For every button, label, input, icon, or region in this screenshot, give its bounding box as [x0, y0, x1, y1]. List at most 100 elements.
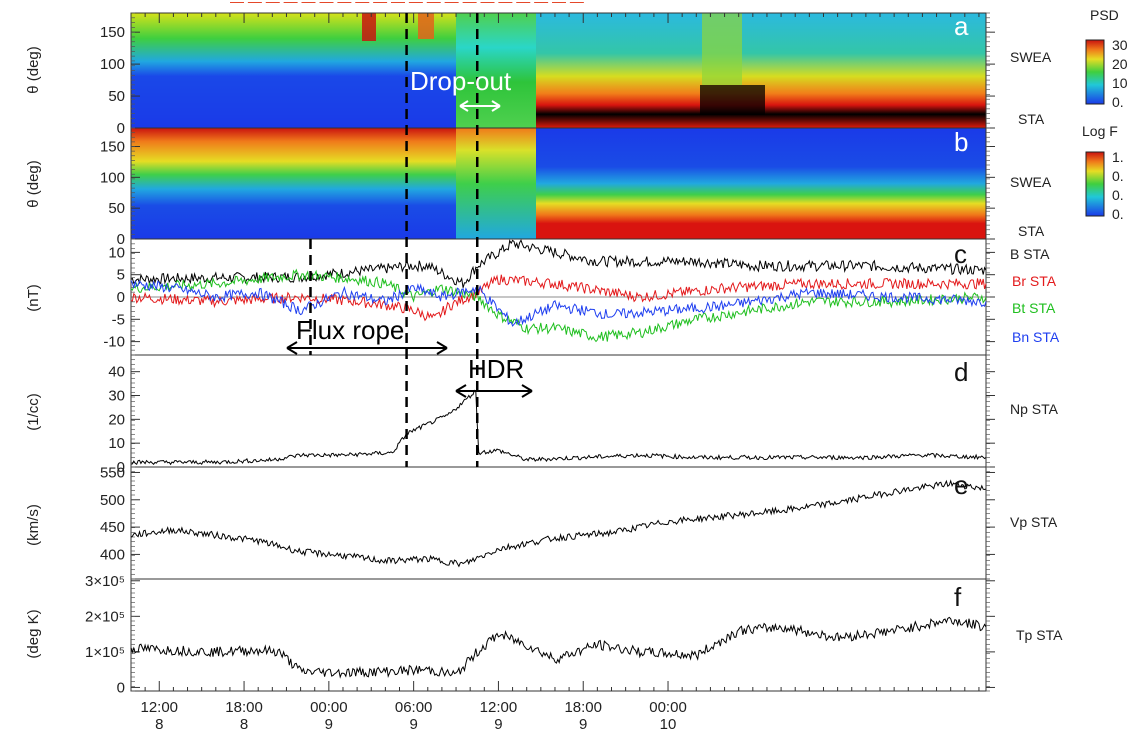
xtick-label-day: 9	[325, 716, 333, 733]
panel-b-region-1	[131, 128, 456, 239]
ytick-label: 10	[108, 244, 125, 261]
xtick-label-time: 00:00	[310, 699, 348, 716]
ytick-label: 550	[100, 464, 125, 481]
xtick-label-time: 00:00	[649, 699, 687, 716]
xtick-label-day: 10	[660, 716, 677, 733]
panel-frame-4	[130, 466, 987, 580]
panel-b-region-3	[536, 128, 986, 239]
panel-letter-b: b	[954, 127, 968, 157]
colorbar-b-title: Log F	[1082, 123, 1118, 139]
series-layer	[130, 239, 987, 679]
series-vp-sta	[130, 479, 987, 568]
ytick-label: 10	[108, 435, 125, 452]
ytick-label: 5	[117, 267, 125, 284]
ytick-label: 450	[100, 519, 125, 536]
axes: 050100150050100150-10-505100102030404004…	[85, 12, 995, 733]
side-label-a-sta: STA	[1018, 111, 1045, 127]
xtick-label-day: 9	[494, 716, 502, 733]
title-fragment: — — — — — — — — — — — — — — — — — — — —	[230, 0, 584, 9]
colorbar-a-title: PSD	[1090, 7, 1119, 23]
ytick-label: 100	[100, 56, 125, 73]
panel-letter-a: a	[954, 11, 969, 41]
ytick-label: 0	[117, 679, 125, 696]
ylabel-e: (km/s)	[25, 504, 42, 546]
series-bt-sta	[130, 268, 987, 343]
ytick-label: 400	[100, 546, 125, 563]
legend-br: Br STA	[1012, 273, 1057, 289]
panel-a-region-1	[131, 13, 456, 128]
panel-a-hotspot-1	[362, 13, 376, 41]
panel-a-hotspot-3	[702, 13, 742, 85]
ytick-label: 100	[100, 169, 125, 186]
event-lines	[309, 13, 479, 467]
ylabel-d: (1/cc)	[25, 393, 42, 431]
panel-letter-c: c	[954, 239, 967, 269]
legend-bn: Bn STA	[1012, 329, 1060, 345]
colorbar-a-tick-1: 20	[1112, 56, 1128, 72]
annotation-dropout: Drop-out	[410, 66, 512, 96]
ytick-label: 30	[108, 388, 125, 405]
hdr-arrow	[455, 384, 533, 398]
legend-b: B STA	[1010, 246, 1050, 262]
panel-frame-3	[130, 354, 987, 468]
panel-a-hotspot-4	[700, 85, 765, 115]
series-b-sta	[130, 239, 987, 288]
xtick-label-day: 8	[240, 716, 248, 733]
ytick-label: 500	[100, 492, 125, 509]
panel-b-region-2	[456, 128, 536, 239]
legend-tp: Tp STA	[1016, 627, 1063, 643]
flux-rope-arrow	[286, 341, 448, 355]
panel-a-hotspot-2	[418, 13, 434, 39]
panel-frame-5	[130, 578, 987, 692]
colorbar-a-tick-3: 0.	[1112, 94, 1124, 110]
panel-b	[131, 128, 986, 239]
ylabel-b: θ (deg)	[25, 160, 42, 208]
ytick-label: 2×10⁵	[85, 608, 125, 625]
ytick-label: 150	[100, 139, 125, 156]
ylabel-f: (deg K)	[25, 609, 42, 658]
ytick-label: 40	[108, 364, 125, 381]
colorbar-a-tick-0: 30	[1112, 37, 1128, 53]
panel-letter-f: f	[954, 582, 962, 612]
ytick-label: 50	[108, 200, 125, 217]
dropout-arrow	[459, 100, 501, 112]
side-label-b-swea: SWEA	[1010, 174, 1052, 190]
xtick-label-time: 12:00	[140, 699, 178, 716]
annotation-flux-rope: Flux rope	[296, 315, 404, 345]
ytick-label: 20	[108, 411, 125, 428]
xtick-label-day: 9	[409, 716, 417, 733]
ytick-label: 3×10⁵	[85, 573, 125, 590]
colorbar-a-tick-2: 10	[1112, 75, 1128, 91]
legend-np: Np STA	[1010, 401, 1059, 417]
ytick-label: 0	[117, 459, 125, 476]
ytick-label: 150	[100, 24, 125, 41]
xtick-label-day: 8	[155, 716, 163, 733]
side-label-b-sta: STA	[1018, 223, 1045, 239]
colorbar-b-tick-3: 0.	[1112, 206, 1124, 222]
xtick-label-time: 06:00	[395, 699, 433, 716]
legend-vp: Vp STA	[1010, 514, 1058, 530]
colorbar-b-tick-2: 0.	[1112, 187, 1124, 203]
colorbar-b-tick-0: 1.	[1112, 149, 1124, 165]
annotation-hdr: HDR	[468, 354, 524, 384]
panel-letter-e: e	[954, 470, 968, 500]
ytick-label: -10	[103, 334, 125, 351]
panel-letter-d: d	[954, 357, 968, 387]
ytick-label: 0	[117, 231, 125, 248]
ylabel-a: θ (deg)	[25, 46, 42, 94]
xtick-label-time: 18:00	[225, 699, 263, 716]
colorbar-b	[1085, 151, 1105, 217]
panel-a	[131, 13, 986, 128]
side-label-a-swea: SWEA	[1010, 49, 1052, 65]
xtick-label-time: 18:00	[564, 699, 602, 716]
ytick-label: 0	[117, 120, 125, 137]
colorbar-a	[1085, 39, 1105, 105]
legend-bt: Bt STA	[1012, 300, 1056, 316]
series-br-sta	[130, 274, 987, 322]
ylabel-c: (nT)	[25, 284, 42, 312]
series-np-sta	[130, 389, 987, 466]
xtick-label-time: 12:00	[480, 699, 518, 716]
ytick-label: 1×10⁵	[85, 644, 125, 661]
series-bn-sta	[130, 279, 987, 327]
